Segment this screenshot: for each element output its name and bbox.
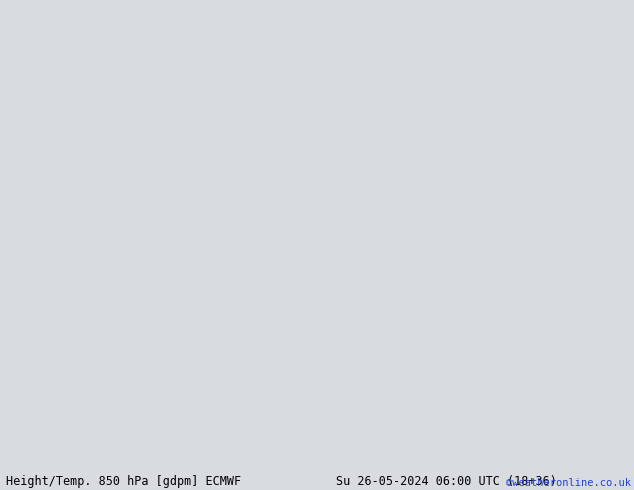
Text: ©weatheronline.co.uk: ©weatheronline.co.uk [506, 478, 631, 488]
Text: Height/Temp. 850 hPa [gdpm] ECMWF: Height/Temp. 850 hPa [gdpm] ECMWF [6, 474, 242, 488]
Text: Su 26-05-2024 06:00 UTC (18+36): Su 26-05-2024 06:00 UTC (18+36) [336, 474, 557, 488]
